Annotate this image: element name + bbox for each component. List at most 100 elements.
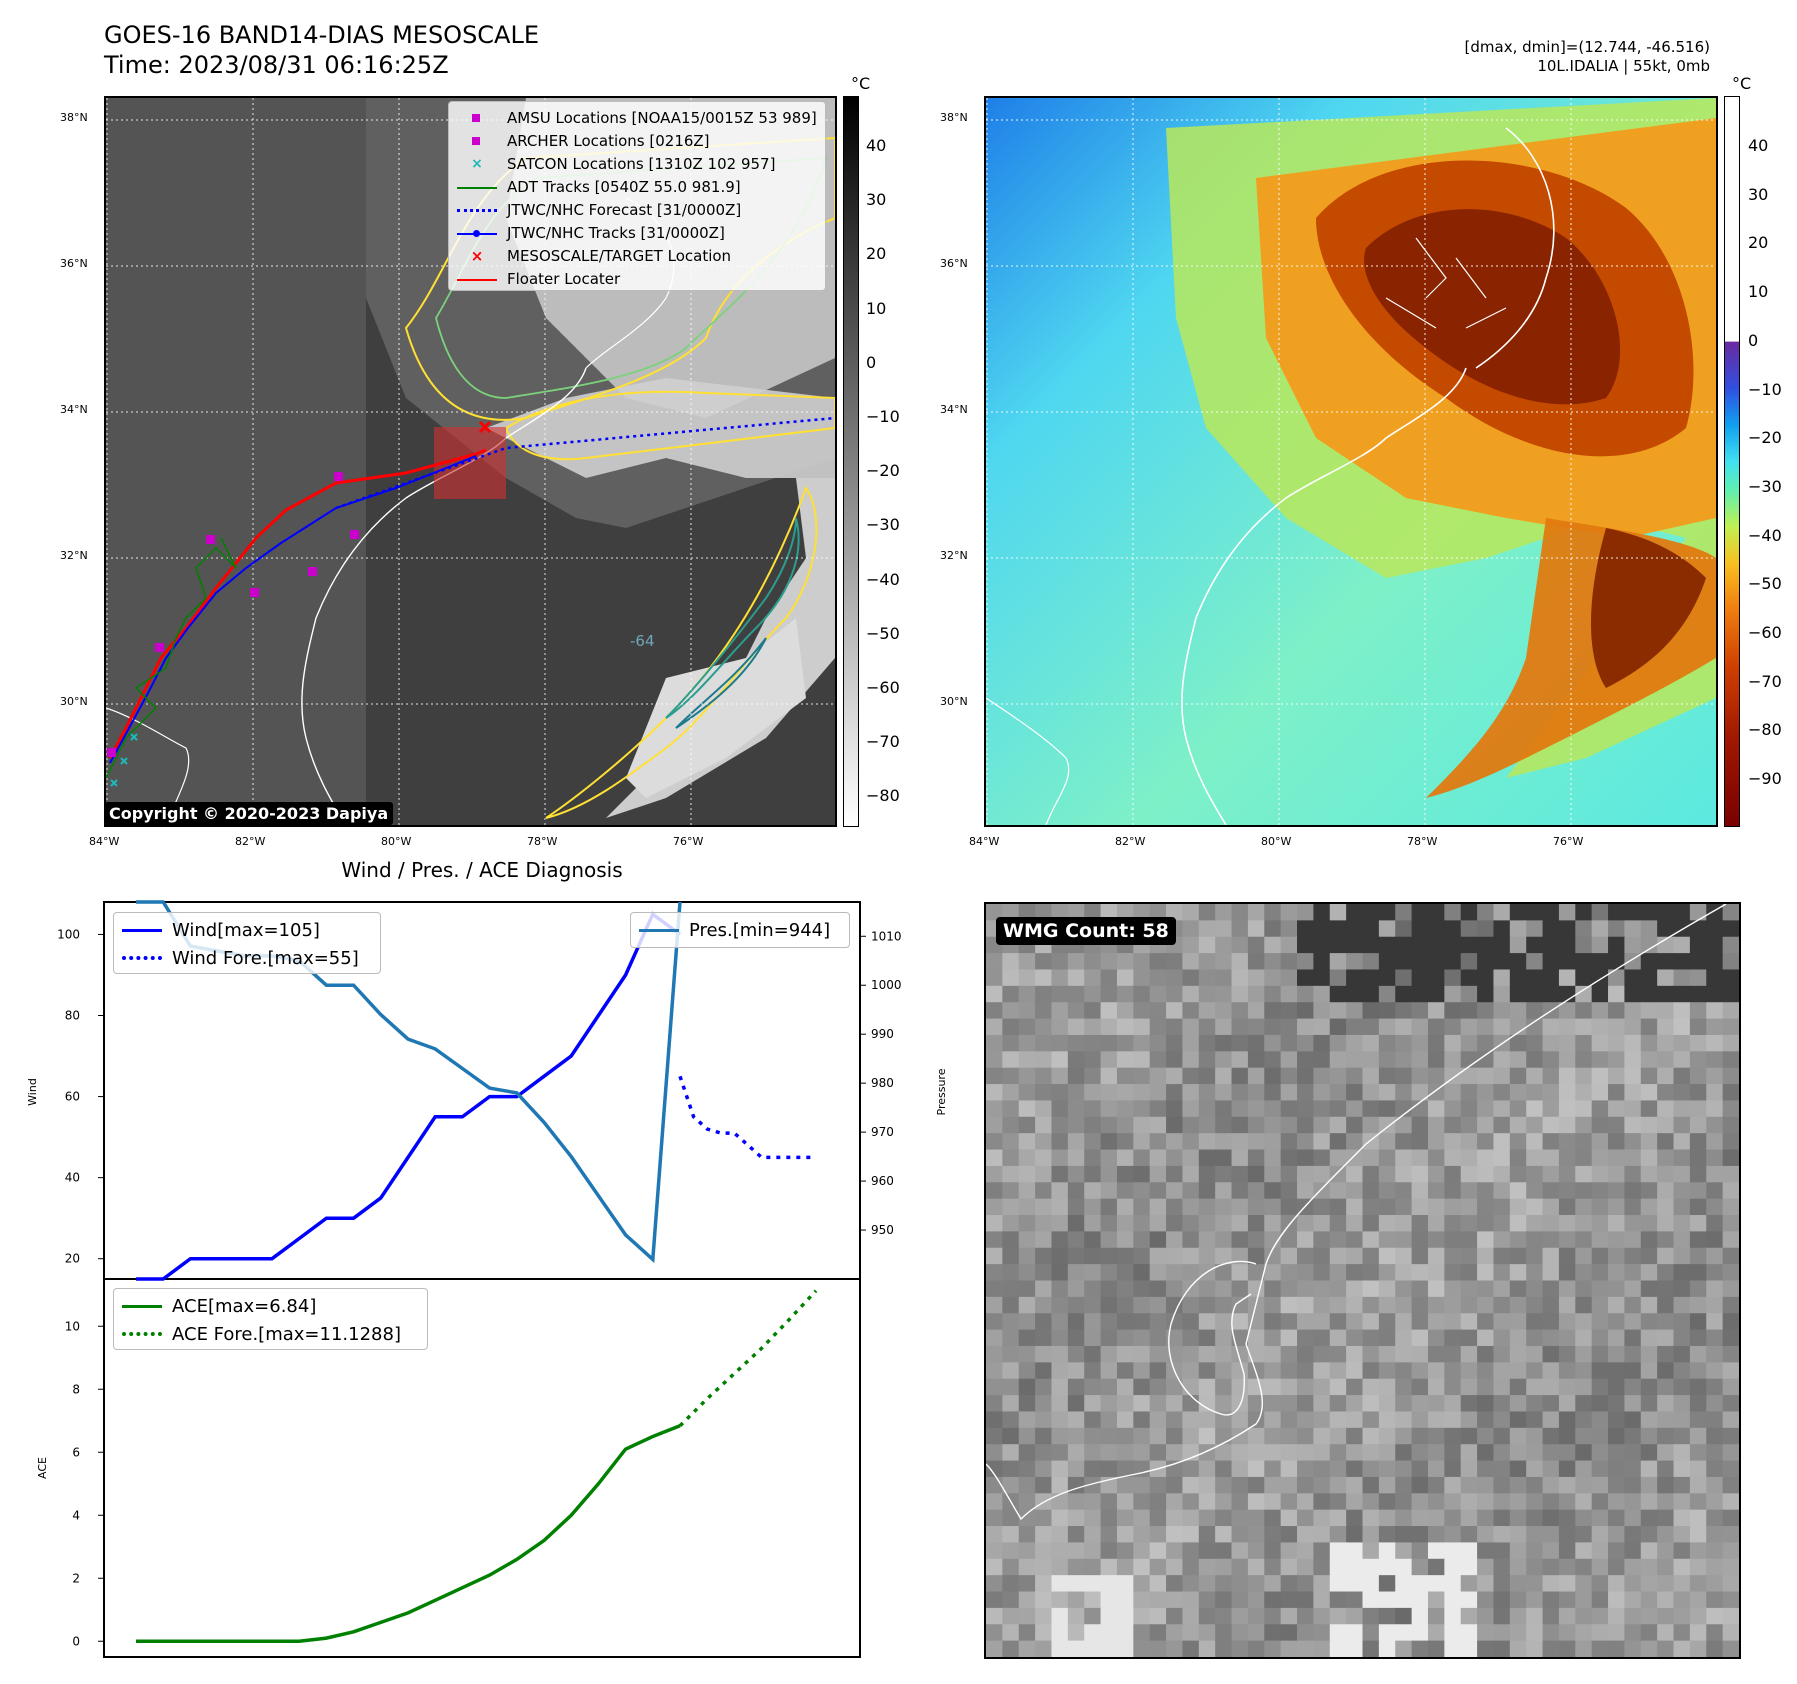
dias-colorbar-tick: −50 xyxy=(1748,574,1782,594)
pressure-ytick-label: 990 xyxy=(871,1027,894,1041)
lat-label-34-right: 34°N xyxy=(940,403,968,416)
lat-label-30-right: 30°N xyxy=(940,695,968,708)
pressure-ytick-label: 980 xyxy=(871,1076,894,1090)
ir-colorbar-tick: −40 xyxy=(866,569,900,589)
ace-axis-label: ACE xyxy=(36,1457,49,1479)
ir-colorbar-tick: 10 xyxy=(866,298,887,318)
ace-ytick-label: 6 xyxy=(72,1445,80,1459)
contour-label: -64 xyxy=(630,632,655,650)
legend-floater: Floater Locater xyxy=(457,267,817,290)
ace-ytick-label: 2 xyxy=(72,1571,80,1585)
lon-label-76-right: 76°W xyxy=(1553,835,1584,848)
pressure-ytick-label: 950 xyxy=(871,1223,894,1237)
ir-colorbar-tick: −60 xyxy=(866,678,900,697)
legend-ace: ACE[max=6.84] xyxy=(122,1292,419,1320)
legend-satcon: × SATCON Locations [1310Z 102 957] xyxy=(471,154,776,173)
lon-label-78-left: 78°W xyxy=(527,835,558,848)
dias-colorbar-tick: −90 xyxy=(1748,769,1782,789)
ir-colorbar-tick: 30 xyxy=(866,190,887,210)
lon-label-84-right: 84°W xyxy=(969,835,1000,848)
dias-colorbar-tick: 30 xyxy=(1748,184,1769,204)
ir-colorbar-tick: −70 xyxy=(866,732,900,752)
dias-colorbar-tick: −70 xyxy=(1748,671,1782,691)
adt-track xyxy=(106,537,237,779)
pressure-ytick-label: 1010 xyxy=(871,929,902,943)
satcon-markers xyxy=(110,733,138,787)
series-wind-line xyxy=(136,911,682,1281)
lat-label-38-right: 38°N xyxy=(940,111,968,124)
dias-colorbar-tick: 10 xyxy=(1748,282,1769,302)
lat-label-32-right: 32°N xyxy=(940,549,968,562)
track-legend: AMSU Locations [NOAA15/0015Z 53 989] ARC… xyxy=(448,101,826,291)
ir-colorbar xyxy=(843,96,859,827)
ir-colorbar-tick: 0 xyxy=(866,352,877,372)
lon-label-82-right: 82°W xyxy=(1115,835,1146,848)
wmg-count-badge: WMG Count: 58 xyxy=(996,917,1176,945)
ir-colorbar-tick: 20 xyxy=(866,244,887,264)
ir-colorbar-tick: −30 xyxy=(866,515,900,535)
ace-legend: ACE[max=6.84] ACE Fore.[max=11.1288] xyxy=(113,1288,428,1350)
ace-ytick-label: 4 xyxy=(72,1508,80,1522)
legend-pressure: Pres.[min=944] xyxy=(639,916,841,944)
lat-label-36-left: 36°N xyxy=(60,257,88,270)
amsu-archer-markers xyxy=(107,472,359,757)
diagnosis-chart: 20 40 60 80 100 950 960 970 980 990 1000 1010 0 2 4 6 8… xyxy=(26,900,948,1658)
legend-mesoscale-target: × MESOSCALE/TARGET Location xyxy=(470,246,732,265)
dias-colorbar-tick: −10 xyxy=(1748,379,1782,399)
wind-ytick-label: 100 xyxy=(57,927,80,941)
ir-colorbar-tick: 40 xyxy=(866,136,887,155)
legend-adt: ADT Tracks [0540Z 55.0 981.9] xyxy=(457,175,817,198)
dias-map-canvas xyxy=(986,98,1716,825)
title-line-1: GOES-16 BAND14-DIAS MESOSCALE xyxy=(104,21,540,49)
jtwc-forecast-track xyxy=(335,416,835,510)
wmg-panel xyxy=(984,902,1741,1659)
dias-colorbar-tick: −30 xyxy=(1748,476,1782,496)
lat-label-38-left: 38°N xyxy=(60,111,88,124)
lat-label-36-right: 36°N xyxy=(940,257,968,270)
dias-colorbar-tick: −40 xyxy=(1748,525,1782,545)
lon-label-78-right: 78°W xyxy=(1407,835,1438,848)
ir-colorbar-tick: −50 xyxy=(866,623,900,643)
lon-label-80-right: 80°W xyxy=(1261,835,1292,848)
dias-colorbar-unit: °C xyxy=(1732,74,1752,93)
legend-jtwc-tracks: JTWC/NHC Tracks [31/0000Z] xyxy=(457,221,817,244)
wind-legend: Wind[max=105] Wind Fore.[max=55] xyxy=(113,912,381,974)
ir-colorbar-tick: −10 xyxy=(866,407,900,426)
dias-colorbar-tick: −60 xyxy=(1748,623,1782,642)
dias-colorbar-tick: 20 xyxy=(1748,233,1769,253)
dias-colorbar-tick: 40 xyxy=(1748,136,1769,155)
mesoscale-target-marker xyxy=(478,420,492,434)
wmg-canvas xyxy=(986,904,1739,1657)
ace-ytick-label: 10 xyxy=(65,1319,80,1333)
legend-ace-forecast: ACE Fore.[max=11.1288] xyxy=(122,1320,419,1348)
wind-ytick-label: 80 xyxy=(65,1009,80,1023)
ace-axes xyxy=(103,1278,861,1658)
lon-label-76-left: 76°W xyxy=(673,835,704,848)
pressure-legend: Pres.[min=944] xyxy=(630,912,850,948)
wind-ytick-label: 60 xyxy=(65,1090,80,1104)
lon-label-80-left: 80°W xyxy=(381,835,412,848)
series-ace-forecast-line xyxy=(678,1289,818,1428)
legend-jtwc-forecast: JTWC/NHC Forecast [31/0000Z] xyxy=(457,198,817,221)
pressure-ytick-label: 960 xyxy=(871,1174,894,1188)
ir-colorbar-tick: −20 xyxy=(866,461,900,481)
lat-label-30-left: 30°N xyxy=(60,695,88,708)
pressure-ytick-label: 970 xyxy=(871,1125,894,1139)
title-line-2: Time: 2023/08/31 06:16:25Z xyxy=(104,51,449,79)
legend-archer: ARCHER Locations [0216Z] xyxy=(457,129,817,152)
dias-colorbar-tick: 0 xyxy=(1748,330,1759,350)
dias-map-panel xyxy=(984,96,1718,827)
lat-label-34-left: 34°N xyxy=(60,403,88,416)
pressure-ytick-label: 1000 xyxy=(871,978,902,992)
legend-wind-forecast: Wind Fore.[max=55] xyxy=(122,944,372,972)
ace-ytick-label: 0 xyxy=(72,1634,80,1648)
ir-colorbar-tick: −80 xyxy=(866,786,900,806)
ir-coastline xyxy=(301,367,587,825)
wmg-coastline xyxy=(986,904,1727,1521)
chart-title: Wind / Pres. / ACE Diagnosis xyxy=(341,858,623,882)
lat-label-32-left: 32°N xyxy=(60,549,88,562)
lon-label-82-left: 82°W xyxy=(235,835,266,848)
dias-colorbar-tick: −80 xyxy=(1748,720,1782,740)
wind-axis-label: Wind xyxy=(26,1078,39,1106)
wind-ytick-label: 20 xyxy=(65,1252,80,1266)
